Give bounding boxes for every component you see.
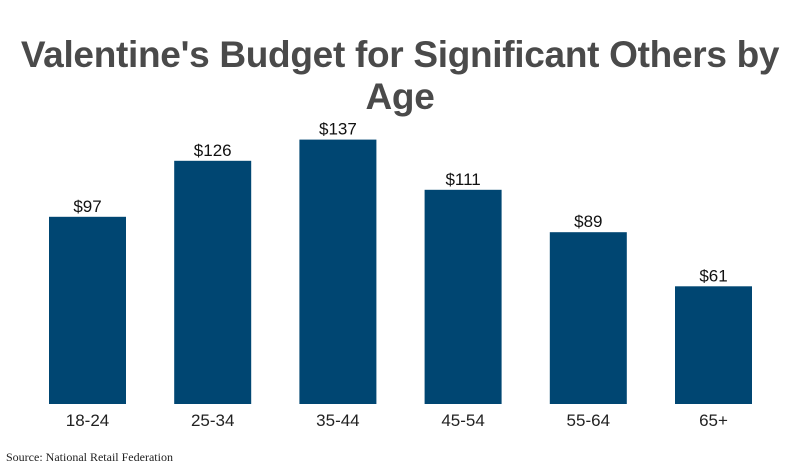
value-label-25-34: $126 <box>194 141 232 160</box>
x-tick-55-64: 55-64 <box>567 411 610 430</box>
source-note: Source: National Retail Federation <box>6 450 173 464</box>
bar-18-24 <box>49 216 126 404</box>
bar-45-54 <box>424 189 502 404</box>
value-label-35-44: $137 <box>319 120 357 139</box>
value-label-55-64: $89 <box>574 212 602 231</box>
bar-25-34 <box>174 160 252 404</box>
value-label-18-24: $97 <box>73 197 101 216</box>
x-tick-25-34: 25-34 <box>191 411 234 430</box>
bar-35-44 <box>299 139 377 404</box>
bar-chart: $97 $126 $137 $111 $89 $61 18-24 25-34 35-44 45-… <box>49 120 752 430</box>
value-label-45-54: $111 <box>445 170 480 189</box>
x-axis-tick-labels: 18-24 25-34 35-44 45-54 55-64 65+ <box>66 411 728 430</box>
bar-65+ <box>675 286 752 404</box>
x-tick-45-54: 45-54 <box>441 411 484 430</box>
x-tick-18-24: 18-24 <box>66 411 109 430</box>
value-label-65+: $61 <box>699 266 727 285</box>
bars-group <box>49 139 752 404</box>
value-labels-group: $97 $126 $137 $111 $89 $61 <box>73 120 727 286</box>
x-tick-35-44: 35-44 <box>316 411 359 430</box>
bar-55-64 <box>549 232 627 404</box>
x-tick-65+: 65+ <box>699 411 728 430</box>
chart-title: Valentine's Budget for Significant Other… <box>20 34 780 117</box>
